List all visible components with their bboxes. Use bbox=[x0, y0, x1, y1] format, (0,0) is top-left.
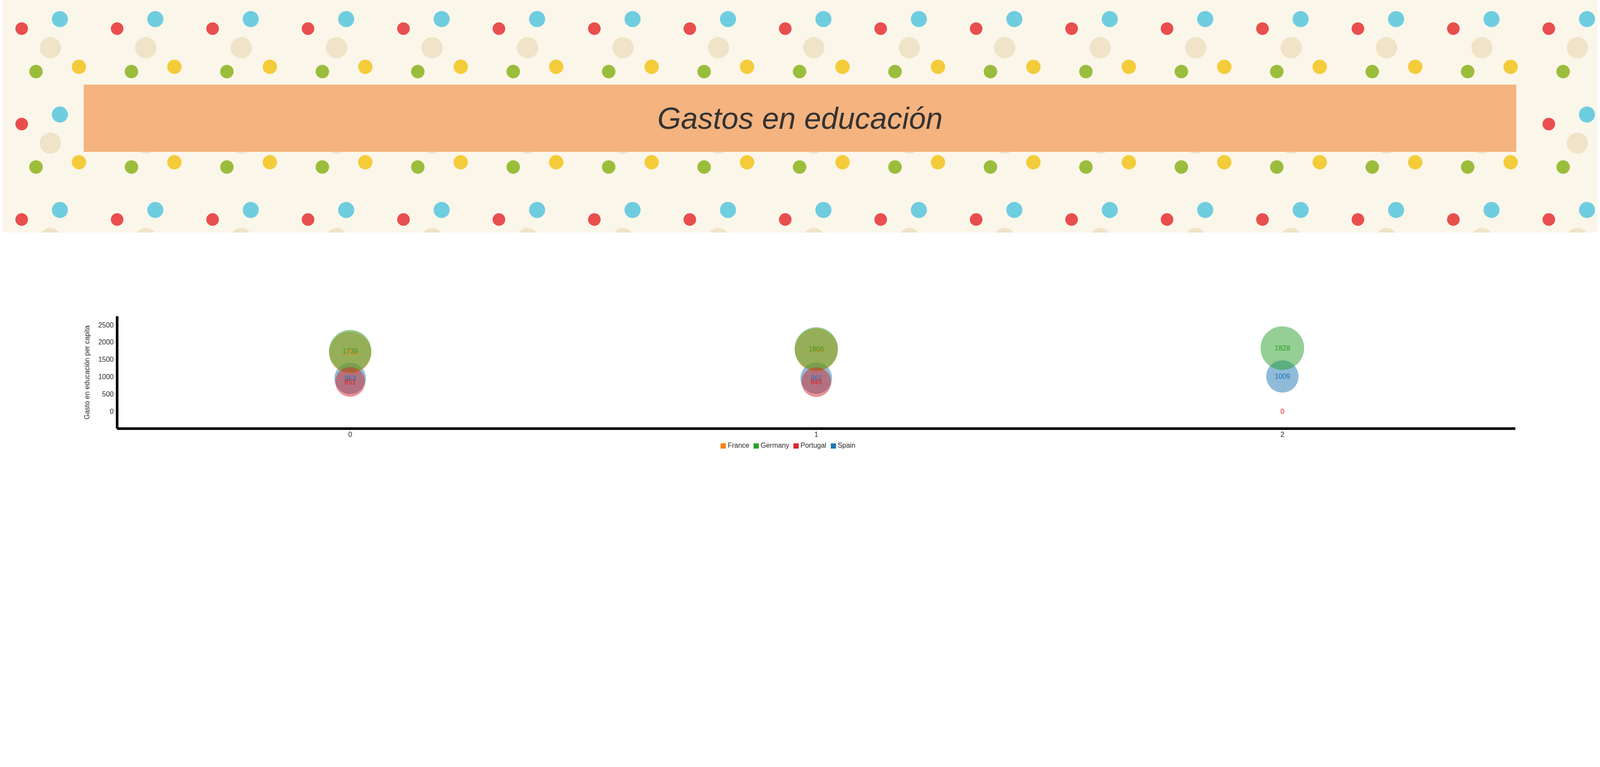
svg-text:1: 1 bbox=[814, 430, 819, 439]
html-text:Portugal: Portugal bbox=[800, 441, 827, 450]
svg-text:1828: 1828 bbox=[1274, 344, 1291, 352]
html-text:France: France bbox=[727, 441, 750, 450]
svg-text:851: 851 bbox=[344, 378, 357, 386]
svg-text:0: 0 bbox=[348, 430, 353, 439]
svg-text:0: 0 bbox=[109, 407, 114, 416]
svg-text:1500: 1500 bbox=[98, 355, 114, 364]
svg-text:2000: 2000 bbox=[98, 338, 114, 346]
svg-text:1000: 1000 bbox=[98, 373, 114, 381]
svg-text:1739: 1739 bbox=[342, 347, 358, 355]
svg-text:2: 2 bbox=[1280, 430, 1285, 439]
svg-text:2500: 2500 bbox=[98, 321, 114, 329]
svg-text:500: 500 bbox=[101, 390, 114, 398]
svg-text:1009: 1009 bbox=[1274, 372, 1291, 381]
svg-text:0: 0 bbox=[1280, 407, 1285, 416]
html-text:Germany: Germany bbox=[760, 441, 790, 450]
html-text:Spain: Spain bbox=[837, 441, 856, 450]
svg-text:845: 845 bbox=[810, 378, 823, 386]
svg-text:1806: 1806 bbox=[808, 345, 825, 353]
html-text:Gastos en educación: Gastos en educación bbox=[657, 101, 943, 136]
svg-text:Gasto en educación per capita: Gasto en educación per capita bbox=[83, 325, 91, 420]
